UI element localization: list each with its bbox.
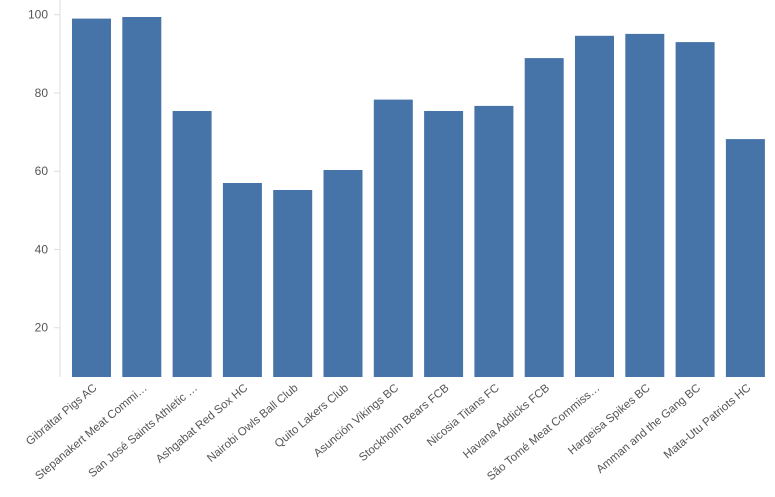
bar[interactable]	[122, 17, 162, 377]
x-tick-label: Mata-Utu Patriots HC	[662, 382, 753, 461]
bar[interactable]	[575, 35, 614, 378]
y-tick-label: 20	[35, 321, 49, 335]
bar[interactable]	[625, 33, 665, 378]
bar[interactable]	[725, 139, 765, 377]
y-tick-label: 60	[35, 164, 49, 178]
y-tick-label: 100	[28, 8, 48, 22]
bar[interactable]	[323, 170, 363, 377]
x-tick-label: Nairobi Owls Ball Club	[205, 382, 300, 465]
bar[interactable]	[424, 111, 464, 377]
y-tick-label: 40	[35, 242, 49, 256]
bar[interactable]	[222, 183, 262, 377]
bar[interactable]	[373, 99, 413, 377]
bar[interactable]	[72, 18, 111, 377]
y-axis: 20 40 60 80 100	[28, 0, 61, 377]
y-tick-label: 80	[35, 86, 49, 100]
x-tick-label: Ashgabat Red Sox HC	[154, 382, 250, 466]
x-tick-label: Asunción Vikings BC	[312, 382, 401, 460]
x-tick-label: Amman and the Gang BC	[594, 382, 703, 476]
bars	[72, 17, 765, 378]
bar[interactable]	[524, 58, 564, 377]
bar[interactable]	[675, 42, 715, 377]
bar[interactable]	[474, 105, 514, 378]
bar[interactable]	[273, 190, 313, 377]
x-tick-label: Hargeisa Spikes BC	[566, 382, 653, 457]
x-tick-label: Stockholm Bears FCB	[357, 382, 452, 464]
bar[interactable]	[172, 111, 212, 377]
x-tick-label: Havana Addicks FCB	[461, 382, 552, 461]
